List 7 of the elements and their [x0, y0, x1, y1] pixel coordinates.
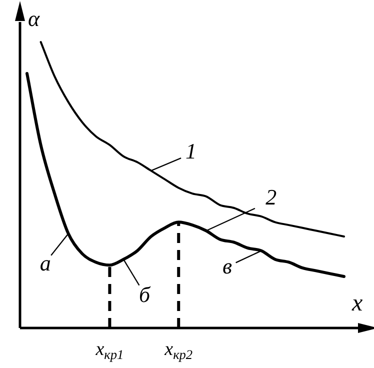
annotation: б	[138, 282, 151, 308]
annotation: 2	[266, 184, 277, 210]
x-axis-title: x	[351, 290, 363, 316]
annotation: 1	[186, 138, 197, 164]
annotation: в	[222, 254, 233, 279]
annotation: а	[40, 250, 51, 276]
y-axis-title: α	[28, 6, 40, 31]
